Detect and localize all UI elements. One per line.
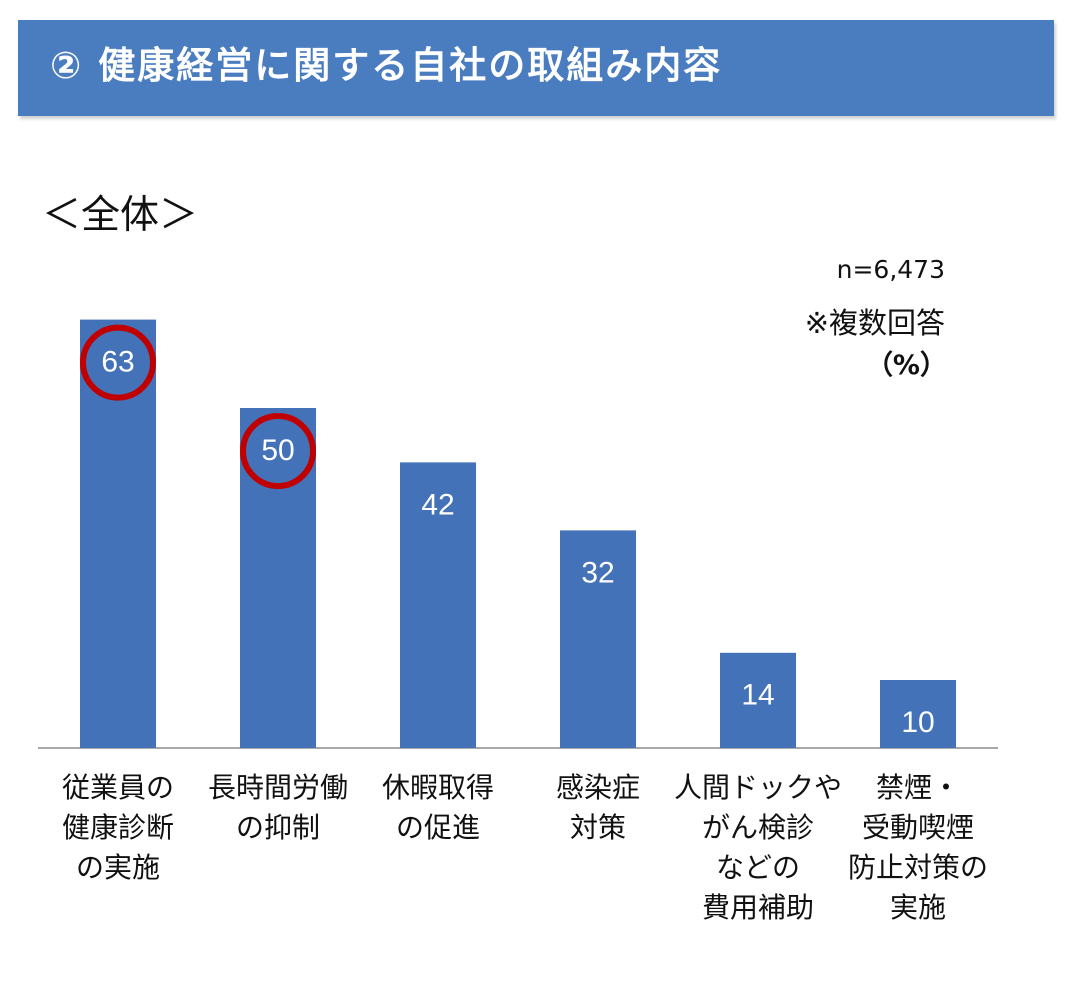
category-label: 人間ドックや がん検診 などの 費用補助 (673, 771, 842, 924)
title-banner: ② 健康経営に関する自社の取組み内容 (18, 20, 1054, 116)
sample-size-note: n=6,473 (836, 255, 945, 284)
category-label: 休暇取得 の促進 (381, 771, 494, 844)
bar (720, 652, 796, 748)
multiple-answer-note: ※複数回答 (804, 306, 945, 340)
highlight-circle (240, 413, 316, 489)
category-label: 禁煙・ 受動喫煙 防止対策の 実施 (847, 771, 988, 924)
category-label: 感染症 対策 (555, 771, 640, 844)
unit-note: （%） (865, 350, 947, 381)
category-label: 長時間労働 の抑制 (207, 771, 348, 844)
page-title: ② 健康経営に関する自社の取組み内容 (50, 44, 723, 87)
bar (880, 680, 956, 748)
highlight-circle (80, 324, 156, 401)
bar (400, 462, 476, 748)
bar-value-label: 10 (901, 706, 934, 739)
bar (80, 319, 156, 748)
chart-subtitle: ＜全体＞ (42, 193, 199, 238)
bar-value-label: 50 (261, 434, 294, 467)
bar-value-label: 63 (101, 346, 134, 379)
bar-value-label: 14 (741, 679, 774, 712)
category-label: 従業員の 健康診断 の実施 (61, 771, 174, 884)
bar-value-label: 42 (421, 488, 454, 521)
bar (240, 408, 316, 748)
bar-value-label: 32 (581, 556, 614, 589)
bar (560, 530, 636, 748)
